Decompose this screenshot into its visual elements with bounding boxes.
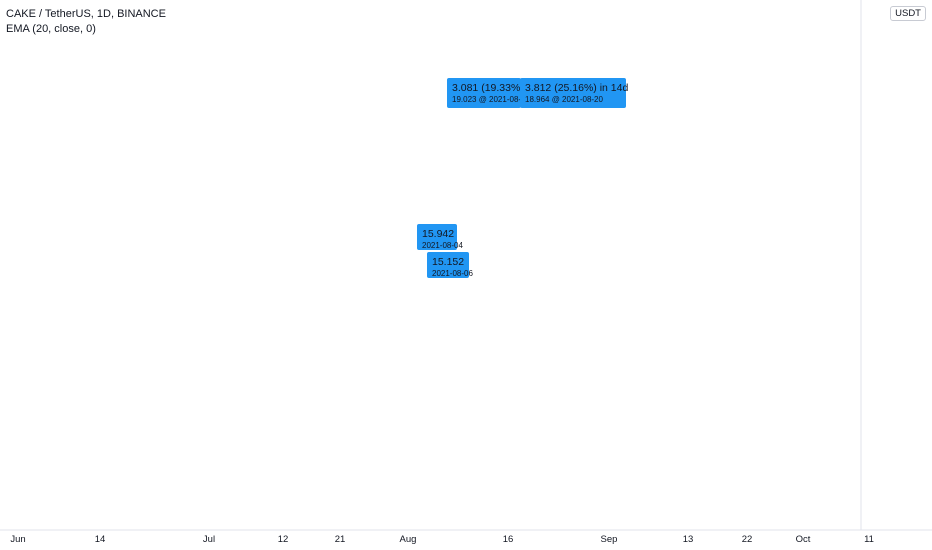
callout-value-a4: 15.152 (432, 256, 464, 268)
callout-value-a1: 3.081 (19.33%) (452, 82, 524, 94)
callout-box-a2 (520, 78, 626, 108)
time-tick-label: 16 (503, 534, 514, 545)
callout-box-a1 (447, 78, 521, 108)
callout-value-a2: 3.812 (25.16%) in 14d (525, 82, 628, 94)
time-tick-label: 21 (335, 534, 346, 545)
time-tick-label: Oct (796, 534, 811, 545)
callout-box-a4 (427, 252, 469, 278)
time-tick-label: Jul (203, 534, 215, 545)
callouts[interactable]: 3.081 (19.33%)19.023 @ 2021-08- 3.812 (25… (417, 78, 628, 278)
currency-button[interactable]: USDT (890, 6, 926, 21)
time-tick-label: Jun (10, 534, 25, 545)
time-tick-label: 22 (742, 534, 753, 545)
time-tick-label: Aug (400, 534, 417, 545)
callout-date-a3: 2021-08-04 (422, 241, 463, 250)
time-tick-label: 12 (278, 534, 289, 545)
chart-grid (0, 0, 932, 531)
time-tick-label: 11 (864, 534, 874, 545)
symbol-title: CAKE / TetherUS, 1D, BINANCE (6, 8, 166, 20)
time-axis[interactable]: Jun 14 Jul 12 21 Aug 16 Sep 13 22 Oct 11 (10, 534, 874, 545)
time-tick-label: Sep (601, 534, 618, 545)
callout-date-a2: 18.964 @ 2021-08-20 (525, 95, 604, 104)
time-tick-label: 13 (683, 534, 694, 545)
callout-value-a3: 15.942 (422, 228, 454, 240)
callout-date-a4: 2021-08-06 (432, 269, 473, 278)
callout-date-a1: 19.023 @ 2021-08- (452, 95, 521, 104)
time-tick-label: 14 (95, 534, 106, 545)
indicator-title: EMA (20, close, 0) (6, 23, 96, 35)
callout-box-a3 (417, 224, 457, 250)
